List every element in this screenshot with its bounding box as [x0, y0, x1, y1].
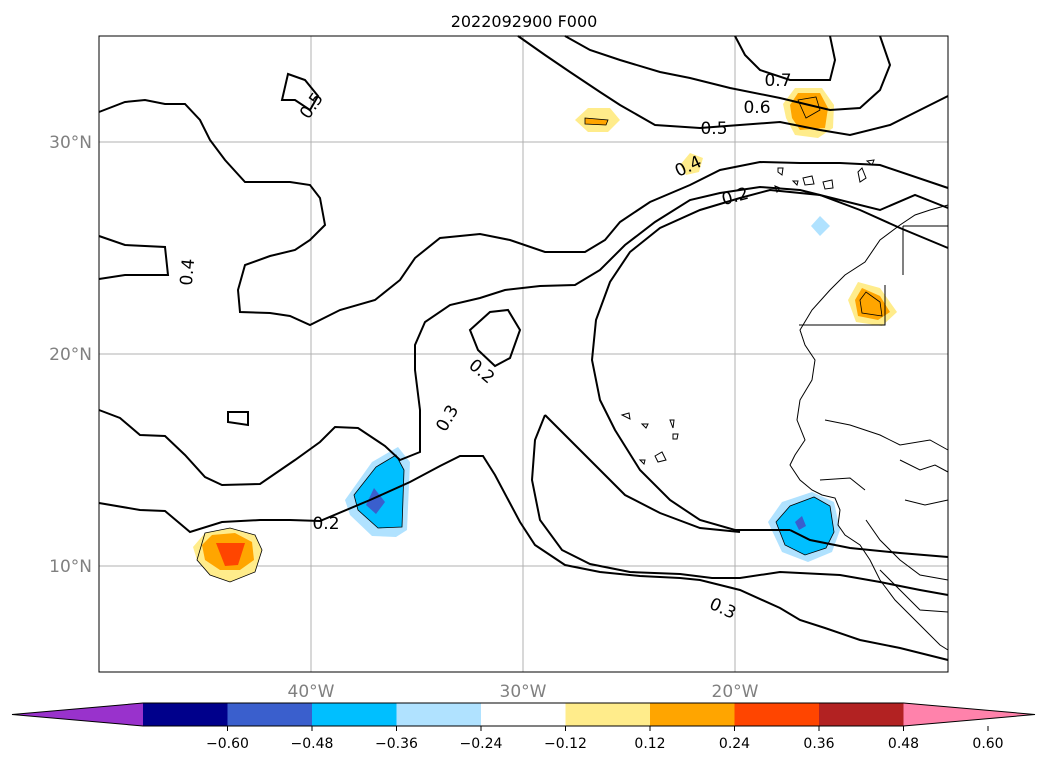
colorbar-segment [565, 703, 651, 726]
contour-0.2 [590, 188, 949, 531]
colorbar-tick-label: 0.48 [888, 736, 919, 752]
colorbar-segment [143, 703, 228, 726]
colorbar-tick-label: −0.48 [291, 736, 334, 752]
contour-0.7 [734, 35, 837, 81]
colorbar-tick-label: −0.36 [375, 736, 418, 752]
colorbar-tick-label: −0.12 [544, 736, 587, 752]
lon-label-40w: 40°W [288, 682, 335, 702]
positive-anomaly-blob [193, 527, 263, 583]
negative-anomaly-blob [768, 492, 840, 562]
contour-label: 0.4 [177, 258, 199, 287]
colorbar-tick-label: 0.12 [634, 736, 665, 752]
coastlines [620, 159, 949, 651]
contour-label: 0.5 [700, 119, 727, 139]
colorbar-tick-label: −0.24 [460, 736, 503, 752]
contour-label: 0.6 [743, 98, 770, 118]
map-title: 2022092900 F000 [451, 12, 598, 31]
colorbar-extend-low [12, 703, 143, 726]
lat-label-20n: 20°N [49, 345, 92, 365]
colorbar-tick-label: −0.60 [206, 736, 249, 752]
positive-anomaly-blob [680, 153, 703, 175]
lat-label-30n: 30°N [49, 133, 92, 153]
negative-anomaly-blob [811, 216, 830, 236]
colorbar-segment [396, 703, 482, 726]
negative-anomaly-blob [345, 447, 410, 537]
lon-label-30w: 30°W [500, 682, 547, 702]
filled-anomalies [193, 88, 897, 583]
colorbar-segment [481, 703, 566, 726]
colorbar-segment [312, 703, 397, 726]
colorbar-segment [650, 703, 735, 726]
colorbar-tick-label: 0.60 [972, 736, 1003, 752]
positive-anomaly-core [584, 117, 609, 126]
contour-label: 0.7 [764, 71, 791, 91]
contour-0.5 [517, 35, 949, 137]
lat-label-10n: 10°N [49, 557, 92, 577]
contour-0.4 [98, 98, 949, 327]
colorbar-extend-high [903, 703, 1035, 726]
map-frame [98, 35, 949, 673]
colorbar-segment [227, 703, 313, 726]
contour-0.3 [98, 185, 949, 487]
colorbar-segment [734, 703, 820, 726]
colorbar-outline [11, 702, 1036, 727]
contour-label: 0.2 [312, 514, 339, 534]
contour-0.6 [564, 35, 892, 112]
colorbar: −0.60 −0.48 −0.36 −0.24 −0.12 0.12 0.24 0.36 0.4… [11, 702, 1036, 752]
colorbar-segment [819, 703, 904, 726]
colorbar-tick-label: 0.24 [719, 736, 750, 752]
colorbar-tick-label: 0.36 [803, 736, 834, 752]
lon-label-20w: 20°W [712, 682, 759, 702]
contour-0.3-south [98, 455, 949, 661]
contour-lines [98, 35, 949, 661]
